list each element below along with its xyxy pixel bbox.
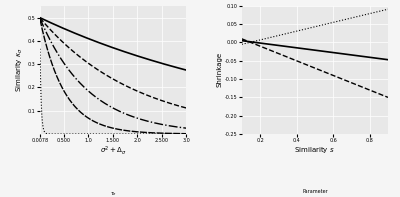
Y-axis label: Similarity $\kappa_\sigma$: Similarity $\kappa_\sigma$ (15, 48, 25, 92)
$\beta_3$ (310, 26, 314, 29)
$\beta_2$ (386, 96, 390, 98)
$\beta_2$ (359, 86, 364, 88)
0.025 (184, 133, 189, 135)
1 (38, 17, 42, 20)
$\beta_1$ (310, 49, 314, 51)
Line: 1: 1 (40, 19, 186, 128)
$\beta_3$ (382, 9, 387, 11)
Line: $\beta_2$: $\beta_2$ (242, 39, 388, 97)
$\beta_3$ (239, 43, 244, 46)
$\beta_3$ (386, 8, 390, 10)
0.025 (45, 133, 50, 135)
5 (105, 45, 110, 47)
1 (180, 126, 184, 129)
Line: $\beta_1$: $\beta_1$ (242, 41, 388, 60)
$\beta_2$ (382, 95, 387, 97)
5 (180, 68, 184, 70)
$\beta_1$ (239, 39, 244, 42)
0.5 (153, 132, 158, 134)
2 (184, 107, 189, 109)
Y-axis label: Shrinkage: Shrinkage (216, 52, 222, 87)
Line: $\beta_3$: $\beta_3$ (242, 9, 388, 44)
0.5 (109, 126, 114, 129)
2 (153, 97, 158, 99)
0.025 (180, 133, 184, 135)
0.5 (105, 125, 110, 128)
$\beta_1$ (382, 58, 387, 60)
Line: 2: 2 (40, 18, 186, 108)
$\beta_2$ (326, 72, 331, 75)
5 (109, 46, 114, 48)
$\beta_1$ (318, 50, 323, 52)
2 (105, 74, 110, 77)
Legend: 0.025, 0.5, 1, 2, 5: 0.025, 0.5, 1, 2, 5 (78, 189, 148, 197)
$\beta_2$ (239, 38, 244, 40)
$\beta_3$ (326, 22, 331, 25)
$\beta_3$ (359, 14, 364, 17)
0.5 (38, 18, 42, 20)
$\beta_1$ (309, 48, 314, 51)
$\beta_3$ (318, 24, 323, 27)
1 (184, 127, 189, 129)
0.025 (153, 133, 158, 135)
0.025 (109, 133, 114, 135)
1 (109, 106, 114, 108)
2 (38, 17, 42, 19)
X-axis label: Similarity $s$: Similarity $s$ (294, 145, 335, 154)
5 (38, 17, 42, 19)
5 (184, 69, 189, 71)
1 (180, 126, 184, 129)
Line: 0.025: 0.025 (40, 49, 186, 134)
Line: 0.5: 0.5 (40, 19, 186, 134)
$\beta_1$ (386, 59, 390, 61)
0.5 (184, 133, 189, 135)
$\beta_2$ (318, 69, 323, 72)
2 (180, 106, 184, 108)
1 (153, 122, 158, 124)
$\beta_1$ (359, 55, 364, 58)
1 (45, 34, 50, 36)
$\beta_1$ (326, 51, 331, 53)
Line: 5: 5 (40, 18, 186, 70)
0.025 (105, 133, 110, 135)
5 (45, 20, 50, 22)
2 (180, 106, 184, 108)
Legend: $\beta_1$, $\beta_2$, $\beta_3$: $\beta_1$, $\beta_2$, $\beta_3$ (292, 188, 338, 197)
0.025 (38, 47, 42, 50)
$\beta_3$ (309, 26, 314, 29)
2 (45, 25, 50, 28)
0.025 (180, 133, 184, 135)
0.5 (180, 132, 184, 135)
X-axis label: $\sigma^2 + \Delta_\sigma$: $\sigma^2 + \Delta_\sigma$ (100, 145, 126, 157)
2 (109, 77, 114, 79)
1 (105, 104, 110, 106)
0.5 (45, 48, 50, 51)
$\beta_2$ (309, 65, 314, 68)
$\beta_2$ (310, 66, 314, 68)
0.5 (180, 132, 184, 135)
5 (153, 60, 158, 63)
5 (180, 68, 184, 70)
